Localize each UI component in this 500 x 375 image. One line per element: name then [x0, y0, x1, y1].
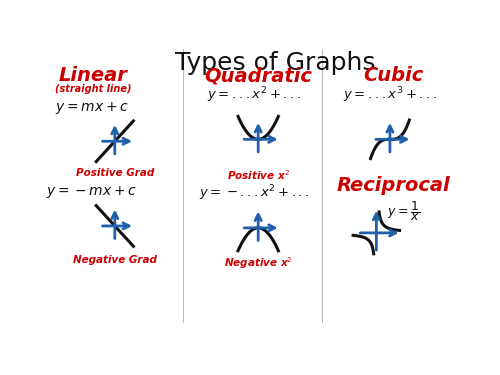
Text: $y = -mx + c$: $y = -mx + c$ — [46, 184, 137, 200]
Text: $y = ...x^{2} + ...$: $y = ...x^{2} + ...$ — [208, 86, 302, 105]
Text: $y = \dfrac{1}{x}$: $y = \dfrac{1}{x}$ — [387, 199, 420, 223]
Text: Cubic: Cubic — [364, 66, 424, 85]
Text: (straight line): (straight line) — [55, 84, 132, 93]
Text: Linear: Linear — [59, 66, 128, 85]
Text: Quadratic: Quadratic — [204, 66, 312, 85]
Text: $y = -...x^{2} + ...$: $y = -...x^{2} + ...$ — [199, 184, 310, 203]
Text: Reciprocal: Reciprocal — [337, 176, 450, 195]
Text: Negative Grad: Negative Grad — [73, 255, 157, 265]
Text: $y = mx + c$: $y = mx + c$ — [54, 100, 128, 116]
Text: Types of Graphs: Types of Graphs — [176, 51, 376, 75]
Text: $y = ...x^{3} + ...$: $y = ...x^{3} + ...$ — [343, 86, 437, 105]
Text: Positive x$^{2}$: Positive x$^{2}$ — [226, 168, 290, 182]
Text: Positive Grad: Positive Grad — [76, 168, 154, 178]
Text: Negative x$^{2}$: Negative x$^{2}$ — [224, 255, 292, 271]
